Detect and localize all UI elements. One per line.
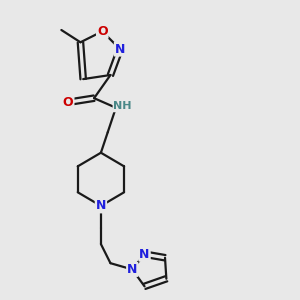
Text: O: O [97,25,108,38]
Text: N: N [115,43,125,56]
Text: NH: NH [113,101,132,111]
Text: N: N [96,200,106,212]
Text: O: O [63,96,74,109]
Text: N: N [127,263,137,276]
Text: N: N [140,248,150,261]
